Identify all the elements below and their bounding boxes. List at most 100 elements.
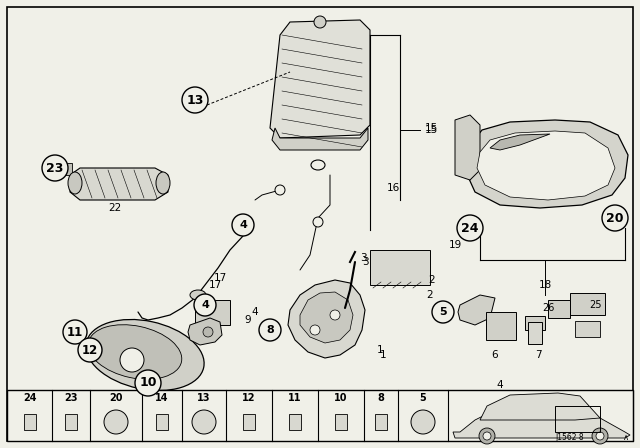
Polygon shape (300, 292, 353, 343)
Bar (65, 414, 77, 430)
Circle shape (192, 410, 216, 434)
Bar (575, 321, 600, 337)
Text: 10: 10 (140, 376, 157, 389)
Polygon shape (188, 318, 222, 345)
Text: 15: 15 (425, 125, 438, 135)
Bar (289, 414, 301, 430)
Bar (528, 322, 542, 344)
Bar (335, 414, 347, 430)
Text: 5: 5 (420, 393, 426, 403)
Circle shape (310, 325, 320, 335)
Text: 26: 26 (542, 303, 554, 313)
Circle shape (203, 327, 213, 337)
Circle shape (483, 432, 491, 440)
Text: 10: 10 (334, 393, 348, 403)
Polygon shape (270, 20, 370, 138)
Circle shape (232, 214, 254, 236)
Ellipse shape (311, 160, 325, 170)
Text: 19: 19 (449, 240, 461, 250)
Text: 17: 17 (209, 280, 221, 290)
Text: 25: 25 (589, 300, 601, 310)
Circle shape (592, 428, 608, 444)
Circle shape (330, 310, 340, 320)
Ellipse shape (68, 172, 82, 194)
Circle shape (42, 155, 68, 181)
Polygon shape (453, 406, 630, 438)
Text: 4: 4 (239, 220, 247, 230)
Text: 8: 8 (266, 325, 274, 335)
Polygon shape (490, 134, 550, 150)
Ellipse shape (88, 325, 182, 379)
Circle shape (313, 217, 323, 227)
Circle shape (432, 301, 454, 323)
Text: 6: 6 (492, 350, 499, 360)
Text: 13: 13 (197, 393, 211, 403)
Circle shape (479, 428, 495, 444)
Text: 4: 4 (252, 307, 259, 317)
Circle shape (596, 432, 604, 440)
Polygon shape (70, 168, 168, 200)
Text: 15: 15 (425, 123, 438, 133)
Text: 22: 22 (108, 203, 122, 213)
Text: 24: 24 (461, 221, 479, 234)
Text: 12: 12 (243, 393, 256, 403)
Text: 9: 9 (244, 315, 252, 325)
Circle shape (602, 205, 628, 231)
Circle shape (411, 410, 435, 434)
Circle shape (194, 294, 216, 316)
Circle shape (457, 215, 483, 241)
Polygon shape (288, 280, 365, 358)
Text: 24: 24 (23, 393, 36, 403)
Ellipse shape (156, 172, 170, 194)
Bar (243, 414, 255, 430)
Bar (548, 300, 570, 318)
Text: 2: 2 (429, 275, 435, 285)
Text: 3: 3 (360, 253, 366, 263)
Circle shape (314, 16, 326, 28)
Text: 5: 5 (439, 307, 447, 317)
Bar (525, 316, 545, 330)
Text: ∧: ∧ (623, 432, 629, 441)
Text: 11: 11 (67, 326, 83, 339)
Text: 17: 17 (213, 273, 227, 283)
Bar (195, 300, 230, 325)
Circle shape (135, 370, 161, 396)
Text: 4: 4 (497, 380, 503, 390)
Circle shape (120, 348, 144, 372)
Text: 14: 14 (156, 393, 169, 403)
Text: 11: 11 (288, 393, 301, 403)
Circle shape (275, 185, 285, 195)
Text: 8: 8 (378, 393, 385, 403)
Bar (375, 414, 387, 430)
Circle shape (78, 338, 102, 362)
Text: 1: 1 (377, 345, 383, 355)
Polygon shape (272, 128, 368, 150)
Circle shape (259, 319, 281, 341)
Bar (370, 250, 430, 285)
Circle shape (104, 410, 128, 434)
Text: 16: 16 (387, 183, 399, 193)
Text: 4: 4 (201, 300, 209, 310)
Ellipse shape (190, 290, 206, 300)
Bar (570, 293, 605, 315)
Bar (24, 414, 35, 430)
Ellipse shape (86, 319, 204, 391)
Text: 2: 2 (427, 290, 433, 300)
Circle shape (182, 87, 208, 113)
Bar (60, 163, 72, 175)
Text: 7: 7 (534, 350, 541, 360)
Bar (555, 406, 600, 432)
Polygon shape (465, 120, 628, 208)
Polygon shape (458, 295, 495, 325)
Text: 23: 23 (46, 161, 64, 175)
Polygon shape (480, 393, 600, 420)
Polygon shape (477, 131, 615, 200)
Text: 20: 20 (109, 393, 123, 403)
Text: 23: 23 (64, 393, 77, 403)
Text: J1562 8: J1562 8 (556, 432, 584, 441)
Text: 20: 20 (606, 211, 624, 224)
Text: 3: 3 (362, 257, 368, 267)
Polygon shape (455, 115, 480, 180)
Text: 1: 1 (380, 350, 387, 360)
Bar (486, 312, 516, 340)
